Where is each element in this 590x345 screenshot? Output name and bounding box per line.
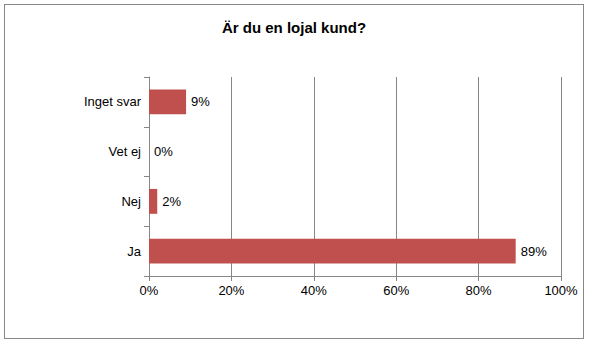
- svg-text:2%: 2%: [162, 194, 181, 209]
- svg-text:Nej: Nej: [121, 194, 141, 209]
- svg-text:Är du en lojal kund?: Är du en lojal kund?: [222, 19, 366, 36]
- svg-text:89%: 89%: [521, 244, 547, 259]
- svg-text:Ja: Ja: [127, 244, 142, 259]
- svg-text:Inget svar: Inget svar: [84, 94, 142, 109]
- svg-text:100%: 100%: [544, 283, 578, 298]
- svg-text:20%: 20%: [218, 283, 244, 298]
- svg-text:0%: 0%: [140, 283, 159, 298]
- svg-text:40%: 40%: [301, 283, 327, 298]
- svg-text:Vet ej: Vet ej: [108, 144, 141, 159]
- svg-text:0%: 0%: [154, 144, 173, 159]
- svg-text:60%: 60%: [383, 283, 409, 298]
- svg-text:9%: 9%: [191, 94, 210, 109]
- svg-text:80%: 80%: [466, 283, 492, 298]
